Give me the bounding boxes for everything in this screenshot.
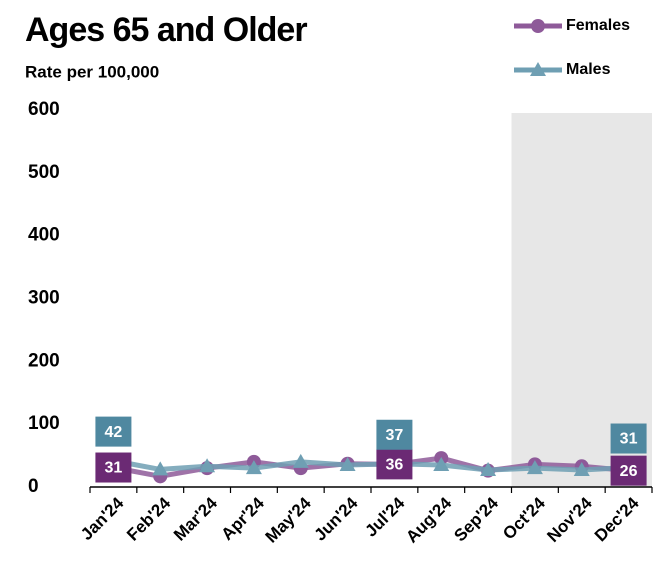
data-label: 36 xyxy=(386,457,404,474)
data-label: 42 xyxy=(105,424,123,441)
data-label-box xyxy=(610,455,647,486)
x-tick-label: Mar'24 xyxy=(170,493,221,544)
legend-label: Females xyxy=(566,17,630,34)
series-line xyxy=(112,458,629,473)
data-label: 26 xyxy=(620,463,638,480)
x-tick-label: Apr'24 xyxy=(218,493,269,544)
x-tick-label: Nov'24 xyxy=(543,493,596,546)
y-tick-label: 600 xyxy=(28,99,60,120)
y-tick-label: 500 xyxy=(28,162,60,183)
y-tick-label: 300 xyxy=(28,288,60,309)
data-label: 31 xyxy=(105,460,123,477)
chart-title: Ages 65 and Older xyxy=(25,11,307,49)
x-tick-label: Oct'24 xyxy=(499,493,549,543)
data-point xyxy=(245,460,262,475)
data-point xyxy=(199,458,216,473)
data-label: 31 xyxy=(620,431,638,448)
data-label: 37 xyxy=(386,427,404,444)
chart-subtitle: Rate per 100,000 xyxy=(25,62,159,81)
data-label-box xyxy=(376,419,413,450)
y-tick-label: 100 xyxy=(28,413,60,434)
y-tick-label: 0 xyxy=(28,476,39,497)
data-label-box xyxy=(95,416,132,447)
data-label-box xyxy=(95,452,132,483)
data-label-box xyxy=(610,423,647,454)
x-tick-label: Jun'24 xyxy=(311,493,362,544)
x-tick-label: Dec'24 xyxy=(591,493,643,545)
x-tick-label: Sep'24 xyxy=(450,493,502,545)
data-point xyxy=(526,460,543,475)
legend-marker xyxy=(531,19,545,33)
x-tick-label: Jan'24 xyxy=(77,493,128,544)
data-point xyxy=(433,457,450,472)
y-tick-label: 400 xyxy=(28,225,60,246)
y-tick-label: 200 xyxy=(28,350,60,371)
x-tick-label: May'24 xyxy=(262,493,315,546)
data-point xyxy=(292,453,309,468)
data-label-box xyxy=(376,449,413,480)
x-tick-label: Aug'24 xyxy=(402,493,455,546)
data-point xyxy=(339,457,356,472)
data-point xyxy=(480,462,497,477)
x-tick-label: Feb'24 xyxy=(123,493,174,544)
legend-label: Males xyxy=(566,61,611,78)
data-point xyxy=(152,461,169,476)
data-point xyxy=(573,462,590,477)
legend-marker xyxy=(530,62,546,76)
